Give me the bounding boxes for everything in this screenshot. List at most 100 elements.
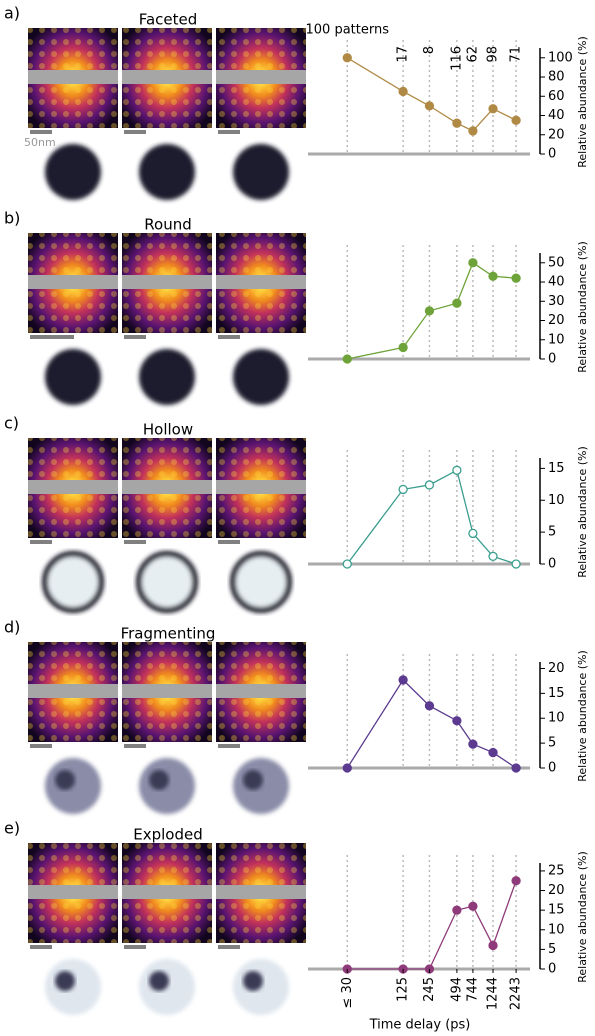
data-point [425, 102, 433, 110]
data-point [399, 87, 407, 95]
reconstruction [45, 144, 101, 200]
reconstruction [139, 144, 195, 200]
reconstruction [45, 349, 101, 405]
y-tick-label: 15 [548, 461, 565, 476]
y-tick-label: 10 [548, 711, 565, 726]
scale-bar [218, 744, 240, 748]
panel-label: b) [4, 209, 20, 228]
y-tick-label: 40 [548, 275, 565, 290]
detector-gap [28, 70, 118, 84]
scale-bar [124, 130, 146, 134]
detector-gap [122, 684, 212, 698]
y-tick-label: 20 [548, 883, 565, 898]
detector-gap [216, 684, 306, 698]
scale-bar [30, 744, 52, 748]
reconstruction [45, 554, 101, 610]
data-point [453, 717, 461, 725]
annotation: 62 [465, 46, 480, 63]
reconstruction [233, 144, 289, 200]
panel-label: e) [4, 819, 20, 838]
y-tick-label: 25 [548, 863, 565, 878]
scale-bar [124, 540, 146, 544]
x-tick-label: 2243 [509, 977, 524, 1010]
data-point [399, 343, 407, 351]
y-tick-label: 0 [548, 147, 556, 162]
x-tick-label: 744 [465, 977, 480, 1002]
y-tick-label: 10 [548, 922, 565, 937]
y-tick-label: 15 [548, 903, 565, 918]
scale-bar [30, 945, 52, 949]
data-point [425, 307, 433, 315]
data-point [469, 127, 477, 135]
y-tick-label: 20 [548, 661, 565, 676]
y-axis-label: Relative abundance (%) [576, 446, 589, 578]
data-point [469, 259, 477, 267]
y-tick-label: 40 [548, 108, 565, 123]
detector-gap [216, 70, 306, 84]
y-tick-label: 60 [548, 89, 565, 104]
y-tick-label: 10 [548, 493, 565, 508]
data-point [343, 560, 351, 568]
scale-label: 50nm [24, 136, 56, 149]
detector-gap [28, 275, 118, 289]
y-axis-label: Relative abundance (%) [576, 241, 589, 373]
scale-bar [218, 130, 240, 134]
scale-bar [30, 540, 52, 544]
data-point [512, 764, 520, 772]
reconstruction-detail [149, 770, 169, 790]
reconstruction-detail [55, 971, 75, 991]
annotation: 116 [449, 46, 464, 71]
data-point [399, 676, 407, 684]
panel-title: Hollow [143, 421, 193, 439]
detector-gap [216, 275, 306, 289]
data-point [343, 54, 351, 62]
data-point [512, 116, 520, 124]
panel-label: c) [4, 414, 19, 433]
y-tick-label: 5 [548, 942, 556, 957]
y-tick-label: 10 [548, 332, 565, 347]
detector-gap [28, 684, 118, 698]
data-point [489, 749, 497, 757]
y-tick-label: 50 [548, 255, 565, 270]
data-line [347, 58, 516, 131]
annotation: 71 [509, 46, 524, 63]
y-tick-label: 5 [548, 736, 556, 751]
data-point [512, 274, 520, 282]
annotation: 8 [422, 46, 437, 54]
panel-title: Round [144, 216, 191, 234]
data-point [469, 529, 477, 537]
panel-title: Exploded [133, 826, 203, 844]
scale-bar [30, 335, 74, 339]
x-tick-label: 1244 [486, 977, 501, 1010]
data-point [469, 902, 477, 910]
detector-gap [122, 275, 212, 289]
data-line [347, 881, 516, 969]
x-tick-label: 494 [449, 977, 464, 1002]
y-tick-label: 100 [548, 50, 573, 65]
x-tick-label: ≤ 30 [340, 977, 355, 1009]
detector-gap [122, 480, 212, 494]
y-tick-label: 0 [548, 962, 556, 977]
panel-title: Fragmenting [121, 625, 216, 643]
y-axis-label: Relative abundance (%) [576, 36, 589, 168]
data-point [343, 764, 351, 772]
scale-bar [124, 945, 146, 949]
detector-gap [122, 70, 212, 84]
data-point [512, 877, 520, 885]
reconstruction-detail [55, 770, 75, 790]
data-point [453, 906, 461, 914]
scale-bar [124, 335, 146, 339]
detector-gap [28, 885, 118, 899]
y-tick-label: 20 [548, 127, 565, 142]
data-point [425, 481, 433, 489]
panel-title: Faceted [139, 11, 198, 29]
reconstruction-detail [243, 971, 263, 991]
y-tick-label: 0 [548, 352, 556, 367]
y-axis-label: Relative abundance (%) [576, 650, 589, 782]
y-tick-label: 5 [548, 525, 556, 540]
detector-gap [216, 480, 306, 494]
data-point [489, 941, 497, 949]
scale-bar [218, 335, 240, 339]
reconstruction-detail [149, 971, 169, 991]
scale-bar [218, 540, 240, 544]
